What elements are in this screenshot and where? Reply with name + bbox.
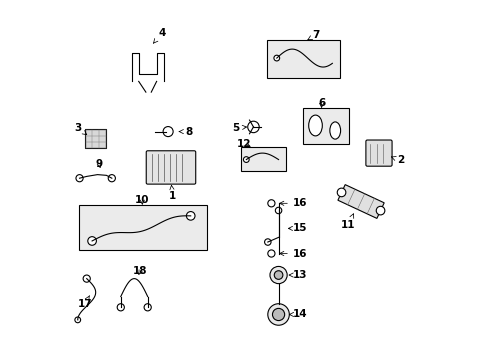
Text: 16: 16 xyxy=(279,248,306,258)
FancyBboxPatch shape xyxy=(303,108,348,144)
Text: 18: 18 xyxy=(133,266,147,276)
FancyBboxPatch shape xyxy=(240,147,285,171)
Text: 7: 7 xyxy=(307,30,319,40)
Circle shape xyxy=(273,55,279,61)
Ellipse shape xyxy=(329,122,340,139)
Circle shape xyxy=(88,237,96,245)
Circle shape xyxy=(269,266,286,284)
Circle shape xyxy=(186,212,195,220)
Circle shape xyxy=(267,200,274,207)
Circle shape xyxy=(267,304,289,325)
Text: 6: 6 xyxy=(317,98,325,108)
Circle shape xyxy=(117,304,124,311)
Text: 9: 9 xyxy=(96,159,102,169)
Text: 10: 10 xyxy=(135,195,149,205)
Text: 5: 5 xyxy=(231,123,246,133)
Text: 4: 4 xyxy=(153,28,165,43)
FancyBboxPatch shape xyxy=(267,40,339,78)
Text: 14: 14 xyxy=(289,310,307,319)
Circle shape xyxy=(375,206,384,215)
Circle shape xyxy=(337,188,345,197)
Text: 15: 15 xyxy=(288,224,306,233)
FancyBboxPatch shape xyxy=(365,140,391,166)
Circle shape xyxy=(163,127,173,136)
Circle shape xyxy=(247,121,259,133)
Circle shape xyxy=(274,271,282,279)
Circle shape xyxy=(108,175,115,182)
Ellipse shape xyxy=(308,115,322,136)
Text: 1: 1 xyxy=(169,185,176,201)
Circle shape xyxy=(144,304,151,311)
Text: 16: 16 xyxy=(279,198,306,208)
Polygon shape xyxy=(337,185,384,219)
Circle shape xyxy=(275,207,281,214)
Text: 13: 13 xyxy=(288,270,306,280)
Circle shape xyxy=(264,239,270,245)
FancyBboxPatch shape xyxy=(85,130,106,148)
Circle shape xyxy=(267,250,274,257)
FancyBboxPatch shape xyxy=(79,205,207,250)
Text: 11: 11 xyxy=(341,214,355,230)
Text: 2: 2 xyxy=(390,155,403,165)
Text: 3: 3 xyxy=(74,123,86,135)
Circle shape xyxy=(243,157,249,162)
Circle shape xyxy=(76,175,83,182)
Circle shape xyxy=(272,309,284,320)
FancyBboxPatch shape xyxy=(146,151,195,184)
Circle shape xyxy=(83,275,90,282)
Text: 17: 17 xyxy=(78,296,92,309)
Text: 12: 12 xyxy=(237,139,251,149)
Circle shape xyxy=(75,317,81,323)
Text: 8: 8 xyxy=(179,127,192,136)
